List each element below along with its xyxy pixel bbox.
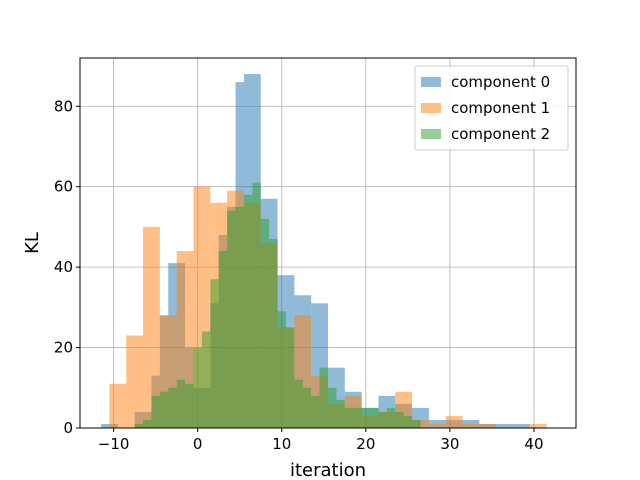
histogram-bar-series-2 — [311, 395, 320, 428]
histogram-bar-series-1 — [143, 226, 160, 428]
legend-entry-label: component 0 — [451, 73, 550, 91]
histogram-bar-series-2 — [269, 238, 278, 428]
legend-entry-label: component 2 — [451, 125, 550, 143]
x-tick-label: 0 — [193, 435, 203, 453]
histogram-bar-series-2 — [260, 218, 270, 428]
histogram-bar-series-2 — [319, 367, 328, 428]
histogram-bar-series-2 — [218, 251, 228, 428]
legend-box — [414, 65, 569, 151]
histogram-bar-series-2 — [143, 419, 152, 428]
histogram-bar-series-1 — [462, 423, 480, 428]
legend-swatch — [421, 129, 441, 139]
histogram-bar-series-1 — [428, 423, 446, 428]
y-tick-label: 80 — [54, 97, 73, 115]
histogram-bar-series-2 — [403, 415, 413, 428]
histogram-bar-series-2 — [185, 383, 194, 428]
histogram-bar-series-2 — [193, 347, 202, 428]
legend-entry-label: component 1 — [451, 99, 550, 117]
histogram-bar-series-2 — [344, 407, 354, 428]
histogram-bar-series-2 — [328, 387, 337, 428]
histogram-bar-series-2 — [168, 387, 177, 428]
histogram-bar-series-1 — [529, 423, 547, 428]
histogram-bar-series-2 — [134, 423, 144, 428]
x-tick-label: 30 — [440, 435, 459, 453]
x-axis-label: iteration — [290, 460, 366, 480]
legend-swatch — [421, 103, 441, 113]
x-tick-label: 20 — [356, 435, 375, 453]
histogram-bar-series-1 — [412, 419, 429, 428]
histogram-bar-series-2 — [159, 391, 169, 428]
histogram-bar-series-2 — [285, 327, 295, 428]
histogram-bar-series-2 — [353, 407, 362, 428]
histogram-bar-series-2 — [378, 411, 387, 428]
histogram-bar-series-1 — [126, 335, 144, 428]
axis-ticks: −10 0 10 20 30 40 0 20 40 60 80 — [54, 97, 544, 453]
histogram-bar-series-2 — [412, 419, 421, 428]
histogram-bar-series-0 — [512, 423, 530, 428]
histogram-bar-series-1 — [479, 423, 497, 428]
histogram-bar-series-2 — [336, 399, 345, 428]
x-tick-label: 10 — [272, 435, 291, 453]
legend-swatch — [421, 77, 441, 87]
y-tick-label: 60 — [54, 178, 73, 196]
y-axis-label: KL — [22, 232, 43, 254]
histogram-bar-series-2 — [386, 407, 396, 428]
x-tick-label: −10 — [98, 435, 130, 453]
legend: component 0 component 1 component 2 — [414, 65, 569, 151]
histogram-bar-series-2 — [252, 182, 261, 428]
histogram-bar-series-2 — [243, 194, 253, 428]
histogram-bars — [101, 74, 547, 428]
histogram-bar-series-2 — [227, 210, 236, 428]
x-tick-label: 40 — [524, 435, 543, 453]
y-tick-label: 40 — [54, 258, 73, 276]
histogram-bar-series-1 — [445, 415, 463, 428]
histogram-bar-series-2 — [277, 311, 286, 428]
histogram-bar-series-2 — [201, 331, 211, 428]
histogram-bar-series-0 — [496, 423, 513, 428]
histogram-bar-series-2 — [210, 279, 219, 428]
histogram-bar-series-2 — [235, 206, 244, 428]
histogram-bar-series-2 — [370, 407, 379, 428]
y-tick-label: 20 — [54, 339, 73, 357]
histogram-bar-series-2 — [302, 387, 312, 428]
histogram-bar-series-2 — [176, 379, 186, 428]
histogram-bar-series-2 — [361, 407, 371, 428]
histogram-bar-series-1 — [109, 383, 127, 428]
histogram-bar-series-2 — [395, 411, 404, 428]
y-tick-label: 0 — [63, 419, 73, 437]
plot-frame — [79, 57, 577, 429]
histogram-bar-series-2 — [294, 379, 303, 428]
histogram-bar-series-2 — [151, 395, 160, 428]
